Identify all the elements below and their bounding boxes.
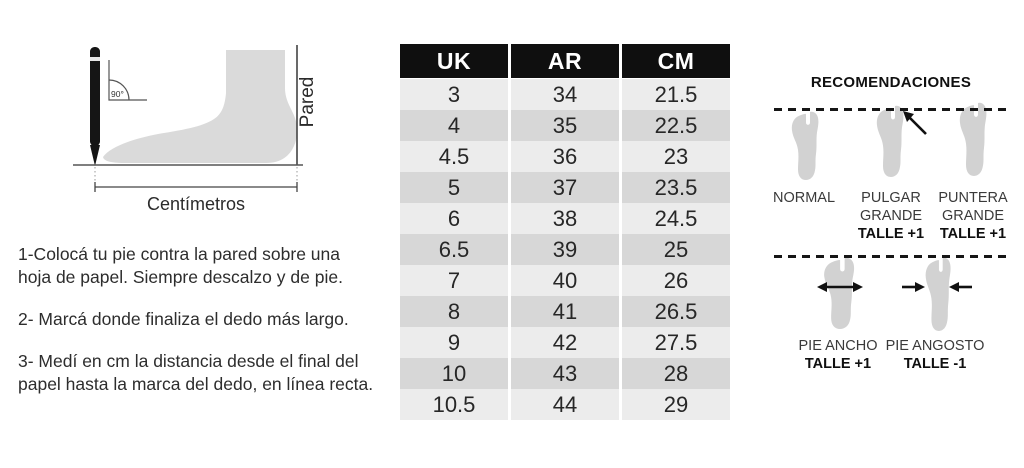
- instruction-step-2: 2- Marcá donde finaliza el dedo más larg…: [18, 308, 408, 331]
- label-pie-angosto: PIE ANGOSTO TALLE -1: [871, 337, 999, 373]
- footprint-big-tip-icon: [959, 102, 987, 176]
- instruction-line: hoja de papel. Siempre descalzo y de pie…: [18, 267, 343, 287]
- size-note: TALLE -1: [903, 356, 967, 372]
- cell-ar: 36: [511, 141, 619, 172]
- dimension-line: [94, 182, 298, 192]
- foot-measurement-diagram: 90° Pared Centímetros: [73, 45, 318, 214]
- cell-cm: 25: [622, 234, 730, 265]
- cell-ar: 42: [511, 327, 619, 358]
- cell-cm: 23: [622, 141, 730, 172]
- size-note: TALLE +1: [804, 356, 872, 372]
- cell-uk: 6.5: [400, 234, 508, 265]
- instruction-line: 1-Colocá tu pie contra la pared sobre un…: [18, 244, 341, 264]
- cell-cm: 27.5: [622, 327, 730, 358]
- table-row: 6.5 39 25: [400, 234, 730, 265]
- cell-cm: 24.5: [622, 203, 730, 234]
- cell-cm: 26.5: [622, 296, 730, 327]
- instruction-step-1: 1-Colocá tu pie contra la pared sobre un…: [18, 243, 408, 289]
- cell-uk: 9: [400, 327, 508, 358]
- label-pie-ancho: PIE ANCHO TALLE +1: [776, 337, 900, 373]
- cell-uk: 5: [400, 172, 508, 203]
- table-row: 4.5 36 23: [400, 141, 730, 172]
- wall-label: Pared: [297, 77, 318, 128]
- cell-uk: 10.5: [400, 389, 508, 420]
- cell-cm: 22.5: [622, 110, 730, 141]
- cell-ar: 44: [511, 389, 619, 420]
- size-table: UK AR CM 3 34 21.5 4 35 22.5 4.5 36 23 5…: [400, 44, 730, 420]
- foot-side-silhouette: [103, 50, 298, 163]
- footprint-big-toe-icon: [876, 105, 904, 177]
- cell-ar: 40: [511, 265, 619, 296]
- size-note: TALLE +1: [857, 226, 925, 242]
- cell-ar: 41: [511, 296, 619, 327]
- measuring-instructions: 1-Colocá tu pie contra la pared sobre un…: [18, 243, 408, 415]
- size-table-header: UK AR CM: [400, 44, 730, 78]
- table-row: 10 43 28: [400, 358, 730, 389]
- cell-uk: 10: [400, 358, 508, 389]
- fit-dashed-line-top: [774, 108, 1008, 111]
- instruction-line: 2- Marcá donde finaliza el dedo más larg…: [18, 309, 349, 329]
- instruction-line: papel hasta la marca del dedo, en línea …: [18, 374, 374, 394]
- angle-90-icon: 90°: [108, 60, 147, 101]
- cell-cm: 29: [622, 389, 730, 420]
- column-header-uk: UK: [400, 44, 508, 78]
- table-row: 6 38 24.5: [400, 203, 730, 234]
- column-header-ar: AR: [511, 44, 619, 78]
- cell-uk: 6: [400, 203, 508, 234]
- table-row: 5 37 23.5: [400, 172, 730, 203]
- label-puntera-grande: PUNTERA GRANDE TALLE +1: [928, 189, 1018, 243]
- width-double-arrow-icon: [817, 282, 863, 292]
- column-header-cm: CM: [622, 44, 730, 78]
- table-row: 4 35 22.5: [400, 110, 730, 141]
- label-normal: NORMAL: [772, 190, 836, 206]
- cell-cm: 23.5: [622, 172, 730, 203]
- cell-ar: 37: [511, 172, 619, 203]
- pencil-icon: [90, 47, 100, 166]
- recommendations-title: RECOMENDACIONES: [810, 74, 972, 91]
- inward-arrow-right-icon: [949, 282, 972, 292]
- table-row: 7 40 26: [400, 265, 730, 296]
- cell-cm: 28: [622, 358, 730, 389]
- cell-uk: 4.5: [400, 141, 508, 172]
- cell-ar: 38: [511, 203, 619, 234]
- fit-dashed-line-bottom: [774, 255, 1008, 258]
- cell-ar: 39: [511, 234, 619, 265]
- cell-uk: 8: [400, 296, 508, 327]
- arrow-up-left-icon: [903, 111, 927, 135]
- table-row: 9 42 27.5: [400, 327, 730, 358]
- cell-cm: 26: [622, 265, 730, 296]
- table-row: 3 34 21.5: [400, 79, 730, 110]
- cell-ar: 35: [511, 110, 619, 141]
- label-pulgar-grande: PULGAR GRANDE TALLE +1: [846, 189, 936, 243]
- footprint-wide-icon: [824, 257, 855, 329]
- footprint-normal-icon: [791, 111, 819, 181]
- cell-ar: 34: [511, 79, 619, 110]
- length-label: Centímetros: [147, 194, 245, 214]
- cell-ar: 43: [511, 358, 619, 389]
- footprint-narrow-icon: [925, 257, 951, 331]
- table-row: 8 41 26.5: [400, 296, 730, 327]
- cell-uk: 4: [400, 110, 508, 141]
- angle-label: 90°: [111, 89, 124, 99]
- cell-uk: 3: [400, 79, 508, 110]
- table-row: 10.5 44 29: [400, 389, 730, 420]
- cell-uk: 7: [400, 265, 508, 296]
- inward-arrow-left-icon: [902, 282, 925, 292]
- cell-cm: 21.5: [622, 79, 730, 110]
- instruction-line: 3- Medí en cm la distancia desde el fina…: [18, 351, 359, 371]
- instruction-step-3: 3- Medí en cm la distancia desde el fina…: [18, 350, 408, 396]
- size-note: TALLE +1: [939, 226, 1007, 242]
